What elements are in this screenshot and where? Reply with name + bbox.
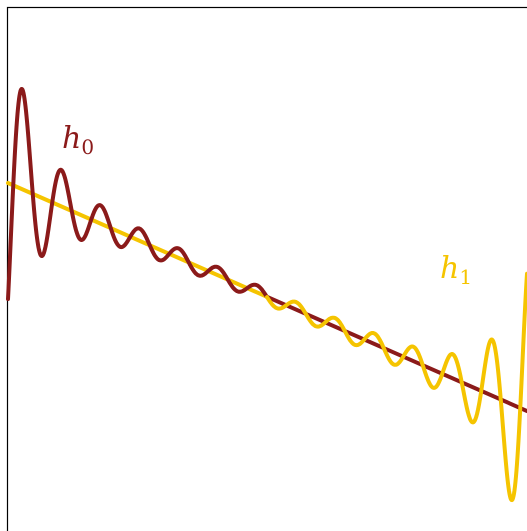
h1-label: h1 bbox=[440, 251, 472, 289]
h0-linear-segment bbox=[265, 294, 527, 413]
h1-oscillating-curve bbox=[265, 271, 527, 503]
h0-label: h0 bbox=[62, 121, 94, 159]
h0-oscillating-curve bbox=[6, 87, 269, 301]
